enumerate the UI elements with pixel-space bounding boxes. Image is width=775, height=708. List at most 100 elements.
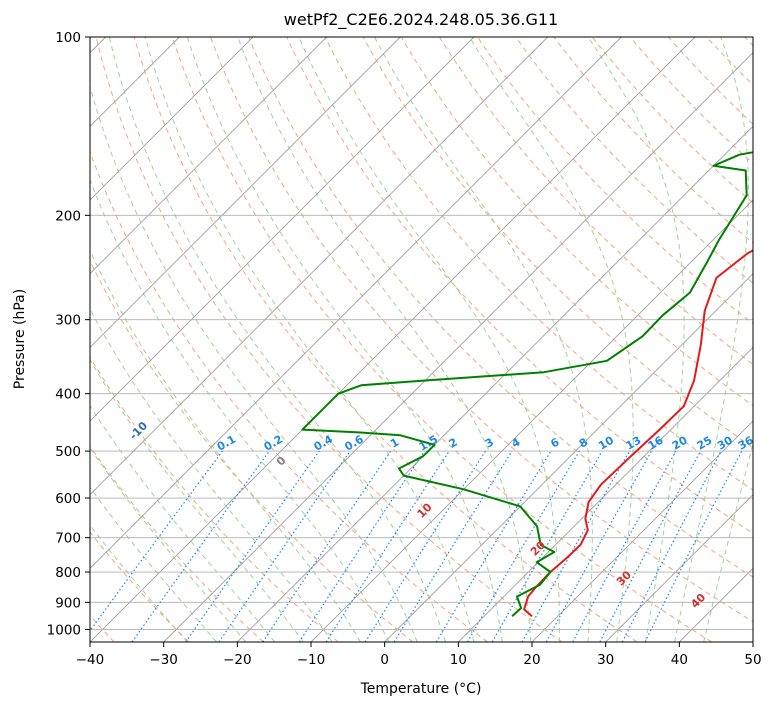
x-tick-label: 50 (744, 652, 761, 668)
isotherm-line (90, 37, 622, 569)
dewpoint-profile-line (301, 151, 753, 617)
mixing-ratio-label: 16 (646, 433, 666, 452)
label-backdrop (124, 416, 153, 445)
x-tick-label: 10 (450, 652, 467, 668)
moist-adiabat-line (90, 447, 247, 642)
y-axis-ticks: 100 200 300 400 500 600 700 800 900 1000 (47, 30, 90, 638)
x-tick-label: 40 (671, 652, 688, 668)
moist-adiabat-label: 40 (688, 591, 708, 611)
mixing-ratio-label: 25 (695, 434, 715, 453)
isotherm-line (384, 273, 753, 642)
y-tick-label: 500 (55, 444, 81, 460)
dry-adiabat-line (515, 37, 753, 284)
x-axis-label: Temperature (°C) (360, 681, 482, 697)
mixing-ratio-line (521, 450, 631, 642)
moist-adiabat-label: 0 (274, 454, 289, 469)
mixing-ratio-line (185, 450, 320, 642)
y-tick-label: 1000 (47, 622, 81, 638)
y-axis-label: Pressure (hPa) (12, 289, 28, 389)
y-tick-label: 800 (55, 565, 81, 581)
x-tick-label: −10 (297, 652, 326, 668)
y-tick-label: 300 (55, 313, 81, 329)
x-tick-label: 30 (597, 652, 614, 668)
moist-adiabat-label: 30 (614, 568, 634, 588)
mixing-ratio-line (218, 450, 351, 642)
mixing-ratio-lines (90, 450, 743, 642)
mixing-ratio-label: 2 (447, 436, 460, 451)
x-tick-label: −30 (149, 652, 178, 668)
dry-adiabat-line (744, 37, 753, 47)
moist-adiabats (90, 37, 753, 642)
isotherm-line (90, 37, 327, 275)
dry-adiabat-line (591, 37, 753, 204)
background-line-labels: -100-90-80-70-60-50-40-30-20-10010203040… (124, 416, 756, 611)
dry-adiabat-line (438, 37, 753, 366)
dry-adiabat-line (90, 259, 414, 642)
temperature-profile-line (523, 249, 753, 617)
isotherm-line (237, 125, 753, 642)
y-tick-label: 100 (55, 30, 81, 46)
moist-adiabat-line (90, 358, 304, 642)
isotherm-line (90, 37, 548, 496)
x-axis-ticks: −40 −30 −20 −10 0 10 20 30 40 50 (76, 642, 762, 668)
mixing-ratio-label: 10 (596, 433, 616, 452)
isotherm-line (605, 494, 753, 642)
isotherms (90, 37, 753, 642)
dry-adiabat-line (133, 37, 638, 642)
mixing-ratio-label: 36 (736, 433, 756, 452)
y-tick-label: 700 (55, 531, 81, 547)
mixing-ratio-line (131, 450, 270, 642)
moist-adiabat-line (90, 486, 217, 642)
mixing-ratio-line (572, 450, 677, 642)
moist-adiabat-line (144, 37, 475, 642)
profile-series (301, 151, 753, 617)
mixing-ratio-label: 4 (509, 435, 522, 450)
moist-adiabat-line (674, 37, 749, 642)
plot-area: -100-90-80-70-60-50-40-30-20-10010203040… (90, 37, 756, 642)
mixing-ratio-label: 1 (388, 436, 401, 451)
isotherm-line (90, 37, 254, 201)
mixing-ratio-line (393, 450, 513, 642)
mixing-ratio-line (262, 450, 392, 642)
mixing-ratio-line (644, 450, 743, 642)
isotherm-line (90, 37, 475, 422)
mixing-ratio-label: 0.1 (215, 433, 238, 454)
mixing-ratio-line (90, 450, 223, 632)
mixing-ratio-label: 0.4 (312, 432, 336, 453)
moist-adiabat-line (587, 37, 685, 642)
moist-adiabat-line (90, 404, 275, 642)
x-tick-label: 0 (380, 652, 389, 668)
mixing-ratio-label: 30 (715, 433, 735, 452)
y-tick-label: 600 (55, 491, 81, 507)
dry-adiabat-line (400, 37, 753, 407)
mixing-ratio-label: 3 (483, 436, 496, 451)
isotherm-line (310, 199, 753, 642)
mixing-ratio-line (325, 450, 450, 642)
isotherm-line (531, 420, 753, 642)
dry-adiabat-line (668, 37, 753, 125)
dry-adiabat-line (706, 37, 753, 86)
dry-adiabat-line (210, 37, 753, 623)
x-tick-label: 20 (523, 652, 540, 668)
dry-adiabats (90, 37, 753, 642)
mixing-ratio-line (466, 450, 580, 642)
y-tick-label: 200 (55, 208, 81, 224)
moist-adiabat-line (90, 178, 390, 642)
mixing-ratio-line (545, 450, 653, 642)
isotherm-line (90, 37, 696, 642)
mixing-ratio-label: 0.6 (342, 432, 366, 453)
dry-adiabat-line (95, 37, 563, 642)
mixing-ratio-line (298, 450, 425, 642)
moist-adiabat-line (90, 249, 362, 642)
isotherm-line (458, 346, 753, 642)
mixing-ratio-label: 1.5 (417, 433, 440, 454)
dry-adiabat-line (477, 37, 753, 325)
mixing-ratio-label: 20 (670, 433, 690, 452)
moist-adiabat-line (108, 37, 446, 642)
moist-adiabat-label: 10 (415, 500, 435, 520)
moist-adiabat-line (186, 37, 503, 642)
plot-frame (89, 36, 754, 643)
dry-adiabat-line (90, 445, 264, 642)
isobar-grid (90, 37, 753, 630)
